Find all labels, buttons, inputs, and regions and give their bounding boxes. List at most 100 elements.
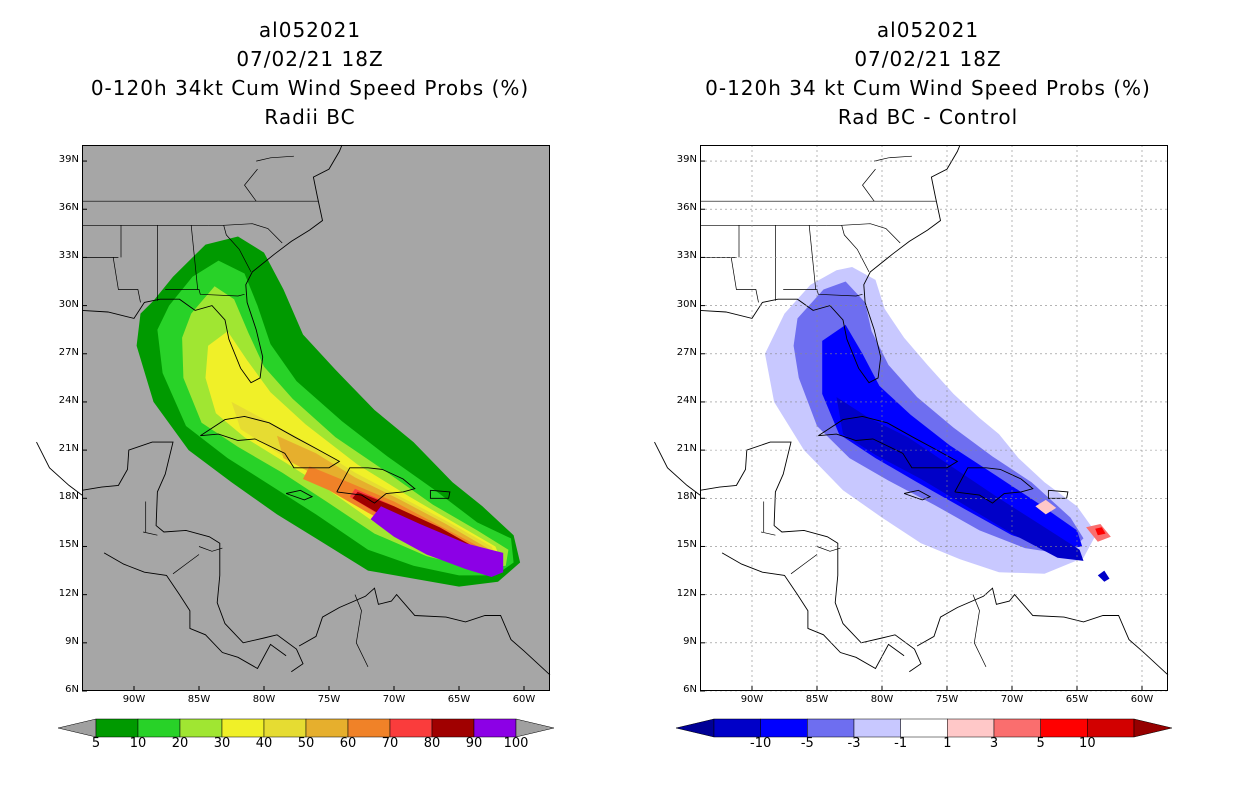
diff-contour bbox=[836, 397, 1084, 561]
coastline bbox=[721, 552, 905, 670]
coastline bbox=[81, 441, 304, 673]
border-line bbox=[354, 594, 369, 668]
y-tick-label: 30N bbox=[58, 298, 79, 310]
left-probability-map bbox=[36, 144, 551, 692]
y-tick-label: 33N bbox=[676, 250, 697, 262]
right-datetime: 07/02/21 18Z bbox=[854, 47, 1002, 71]
colorbar-label: 50 bbox=[297, 736, 315, 751]
prob-contour-90 bbox=[370, 506, 504, 577]
colorbar-segment bbox=[263, 718, 307, 738]
colorbar-label: 3 bbox=[989, 736, 999, 751]
colorbar-segment bbox=[347, 718, 391, 738]
colorbar-label: -5 bbox=[800, 736, 814, 751]
y-tick-label: 9N bbox=[683, 635, 697, 647]
y-tick-label: 21N bbox=[676, 443, 697, 455]
y-tick-label: 6N bbox=[65, 684, 79, 695]
right-panel-title-block: al052021 07/02/21 18Z 0-120h 34 kt Cum W… bbox=[648, 16, 1208, 132]
left-chart-title: 0-120h 34kt Cum Wind Speed Probs (%) bbox=[90, 76, 530, 100]
y-tick-label: 39N bbox=[676, 154, 697, 166]
left-storm-id: al052021 bbox=[258, 18, 362, 42]
y-tick-label: 27N bbox=[676, 346, 697, 358]
coastline bbox=[903, 489, 932, 501]
colorbar-label: -3 bbox=[847, 736, 861, 751]
x-tick-label: 70W bbox=[382, 694, 406, 705]
colorbar-over-triangle bbox=[1133, 718, 1173, 738]
y-tick-label: 18N bbox=[676, 491, 697, 503]
border-line bbox=[143, 531, 158, 536]
x-tick-label: 85W bbox=[805, 694, 829, 705]
border-line bbox=[841, 225, 870, 273]
right-colorbar bbox=[675, 718, 1173, 738]
x-tick-label: 70W bbox=[1000, 694, 1024, 705]
colorbar-segment bbox=[1040, 718, 1088, 738]
border-line bbox=[862, 168, 876, 202]
border-line bbox=[783, 289, 863, 297]
border-line bbox=[808, 225, 817, 290]
y-tick-label: 24N bbox=[58, 394, 79, 406]
y-tick-label: 12N bbox=[58, 587, 79, 599]
y-tick-label: 39N bbox=[58, 154, 79, 166]
right-chart-subtitle: Rad BC - Control bbox=[837, 105, 1019, 129]
border-line bbox=[244, 168, 258, 202]
y-tick-label: 15N bbox=[676, 539, 697, 551]
colorbar-label: 80 bbox=[423, 736, 441, 751]
colorbar-label: -10 bbox=[750, 736, 772, 751]
colorbar-segment bbox=[900, 718, 948, 738]
border-line bbox=[761, 531, 776, 536]
border-line bbox=[256, 155, 294, 162]
left-datetime: 07/02/21 18Z bbox=[236, 47, 384, 71]
coastline bbox=[954, 467, 1034, 504]
coastline bbox=[429, 489, 451, 499]
y-tick-label: 36N bbox=[58, 202, 79, 214]
border-line bbox=[223, 225, 252, 273]
diff-contour bbox=[822, 324, 1083, 550]
colorbar-segment bbox=[305, 718, 349, 738]
y-tick-label: 9N bbox=[65, 635, 79, 647]
x-tick-label: 60W bbox=[512, 694, 536, 705]
y-tick-label: 36N bbox=[676, 202, 697, 214]
border-line bbox=[826, 223, 901, 244]
colorbar-segment bbox=[95, 718, 139, 738]
colorbar-segment bbox=[1087, 718, 1135, 738]
coastline bbox=[200, 415, 341, 469]
x-tick-label: 90W bbox=[740, 694, 764, 705]
coastline bbox=[81, 144, 343, 384]
colorbar-label: 100 bbox=[503, 736, 529, 751]
colorbar-segment bbox=[853, 718, 901, 738]
coastline bbox=[699, 144, 961, 384]
coastline bbox=[699, 441, 922, 673]
border-line bbox=[972, 594, 987, 668]
x-tick-label: 75W bbox=[935, 694, 959, 705]
border-line bbox=[730, 257, 759, 303]
right-chart-title: 0-120h 34 kt Cum Wind Speed Probs (%) bbox=[705, 76, 1151, 100]
coastline bbox=[336, 467, 416, 504]
coastline bbox=[103, 552, 287, 670]
colorbar-under-triangle bbox=[675, 718, 715, 738]
border-line bbox=[165, 289, 245, 297]
colorbar-segment bbox=[221, 718, 265, 738]
colorbar-label: 5 bbox=[1036, 736, 1045, 751]
x-tick-label: 80W bbox=[870, 694, 894, 705]
colorbar-under-triangle bbox=[57, 718, 97, 738]
x-tick-label: 65W bbox=[1065, 694, 1089, 705]
colorbar-segment bbox=[473, 718, 517, 738]
colorbar-segment bbox=[179, 718, 223, 738]
plot-frame bbox=[82, 145, 550, 691]
border-line bbox=[198, 546, 223, 552]
y-tick-label: 18N bbox=[58, 491, 79, 503]
x-tick-label: 85W bbox=[187, 694, 211, 705]
coastline bbox=[285, 489, 314, 501]
left-colorbar bbox=[57, 718, 555, 738]
right-difference-map bbox=[654, 144, 1169, 692]
colorbar-label: -1 bbox=[894, 736, 908, 751]
border-line bbox=[190, 225, 199, 290]
left-chart-subtitle: Radii BC bbox=[264, 105, 356, 129]
x-tick-label: 65W bbox=[447, 694, 471, 705]
colorbar-segment bbox=[807, 718, 855, 738]
plot-frame bbox=[700, 145, 1168, 691]
colorbar-segment bbox=[993, 718, 1041, 738]
border-line bbox=[874, 155, 912, 162]
y-tick-label: 6N bbox=[683, 684, 697, 695]
coastline bbox=[818, 415, 959, 469]
border-line bbox=[112, 257, 141, 303]
